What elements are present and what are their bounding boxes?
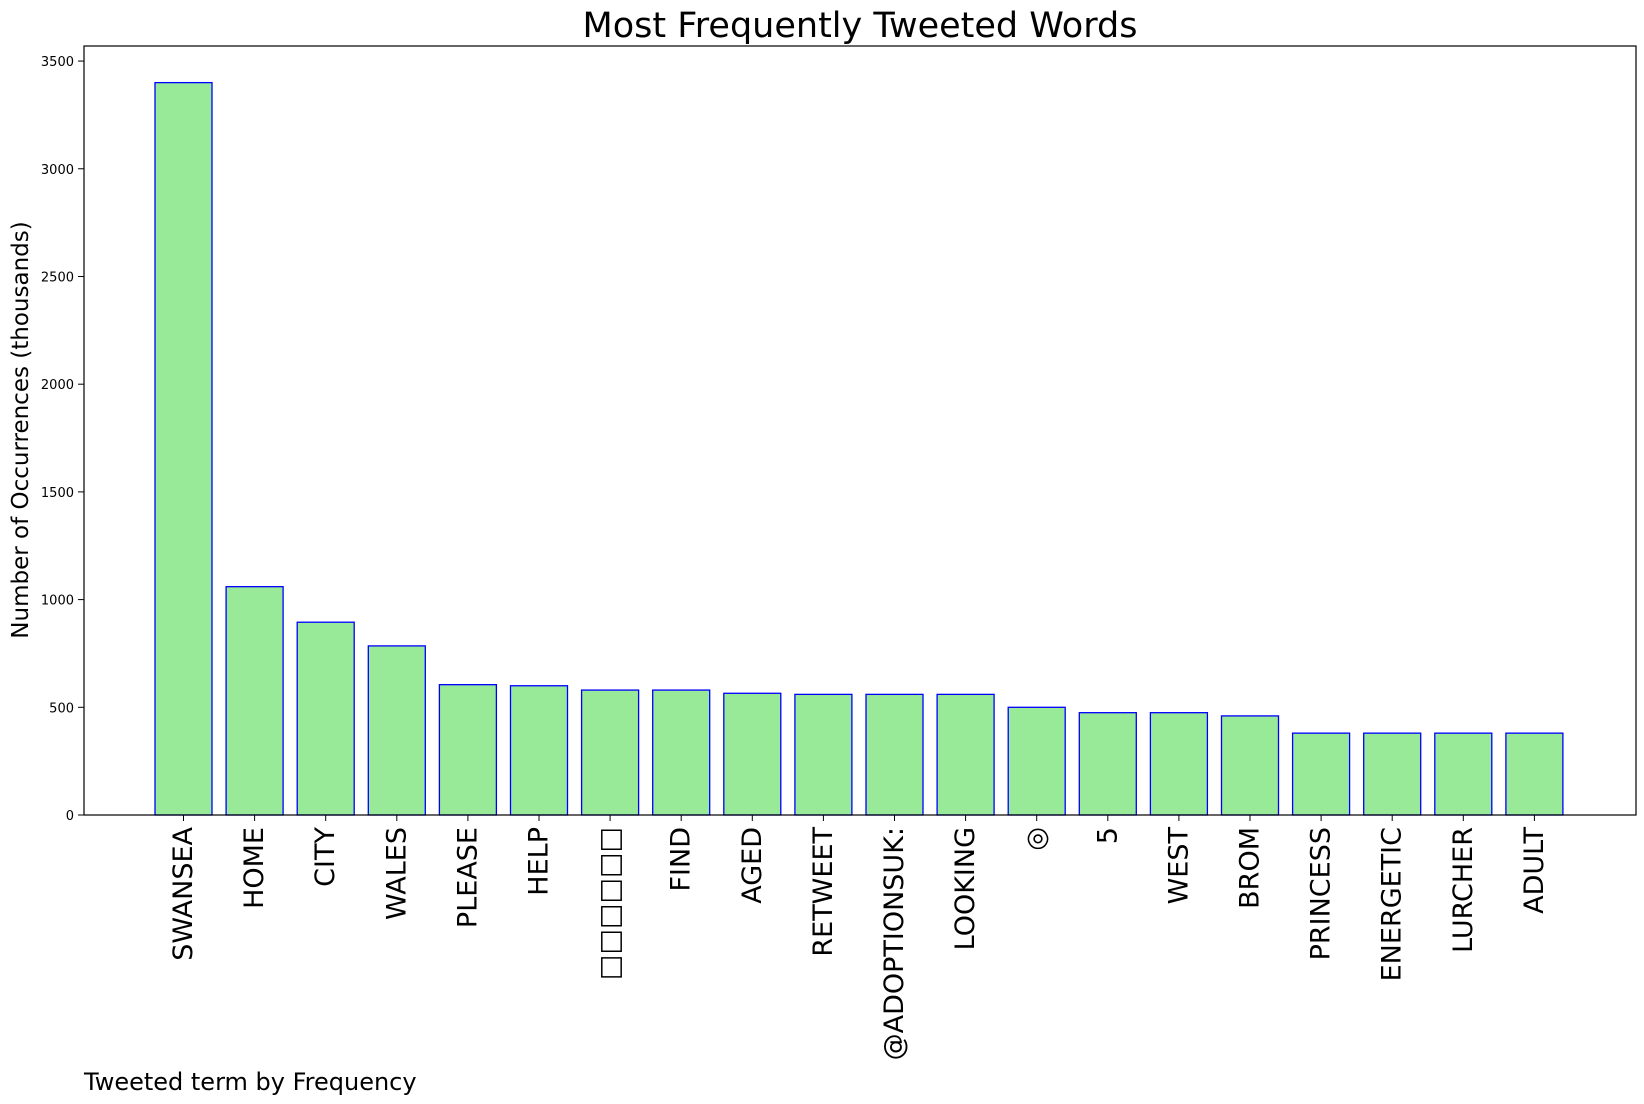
bar-12 bbox=[1007, 706, 1066, 816]
bar-13 bbox=[1078, 712, 1137, 816]
bar-4 bbox=[438, 684, 498, 816]
bar-2 bbox=[296, 621, 355, 816]
bar-7 bbox=[652, 689, 711, 816]
x-tick-label: RETWEET bbox=[808, 826, 839, 956]
x-tick-label: BROM bbox=[1235, 827, 1266, 909]
y-tick-label: 2000 bbox=[41, 378, 74, 393]
bars-layer bbox=[154, 81, 1564, 816]
x-tick-label: ENERGETIC bbox=[1377, 827, 1408, 981]
x-tick-label: □□□□□□ bbox=[595, 827, 626, 980]
x-tick-label: ◎ bbox=[1021, 827, 1052, 851]
x-tick-label: HOME bbox=[239, 827, 270, 909]
y-tick-label: 2500 bbox=[41, 270, 74, 285]
bar-14 bbox=[1149, 712, 1209, 816]
bar-18 bbox=[1434, 732, 1493, 816]
bar-17 bbox=[1363, 732, 1422, 816]
x-tick-label: CITY bbox=[310, 827, 341, 887]
y-tick-label: 1000 bbox=[41, 594, 74, 609]
x-axis-label: Tweeted term by Frequency bbox=[83, 1068, 417, 1096]
y-tick-label: 3000 bbox=[41, 163, 74, 178]
bar-1 bbox=[225, 586, 284, 816]
x-tick-label: LURCHER bbox=[1448, 827, 1479, 953]
x-tick-label: FIND bbox=[666, 827, 697, 891]
bar-15 bbox=[1220, 715, 1280, 816]
bar-10 bbox=[865, 693, 924, 816]
bar-0 bbox=[154, 81, 213, 816]
x-tick-label: LOOKING bbox=[950, 827, 981, 950]
y-tick-label: 500 bbox=[49, 701, 74, 716]
bar-6 bbox=[580, 689, 640, 816]
x-tick-label: WALES bbox=[381, 827, 412, 920]
y-tick-label: 3500 bbox=[41, 55, 74, 70]
plot-area-frame bbox=[83, 45, 1637, 816]
x-tick-label: @ADOPTIONSUK: bbox=[879, 827, 910, 1060]
bar-3 bbox=[367, 645, 426, 816]
x-tick-label: HELP bbox=[524, 827, 555, 896]
x-tick-label: WEST bbox=[1163, 826, 1194, 904]
x-tick-label: SWANSEA bbox=[168, 826, 199, 960]
bar-19 bbox=[1505, 732, 1564, 816]
bar-8 bbox=[723, 692, 782, 816]
y-tick-label: 0 bbox=[66, 809, 74, 824]
bar-5 bbox=[509, 685, 569, 816]
x-tick-label: 5 bbox=[1092, 827, 1123, 844]
y-axis-label: Number of Occurrences (thousands) bbox=[8, 221, 34, 638]
y-axis: 0 500 1000 1500 2000 2500 3000 3500 bbox=[41, 55, 84, 824]
x-tick-label: AGED bbox=[737, 827, 768, 904]
chart-title: Most Frequently Tweeted Words bbox=[583, 6, 1138, 46]
x-tick-label: ADULT bbox=[1519, 826, 1550, 913]
x-tick-label: PLEASE bbox=[452, 827, 483, 928]
x-tick-label: PRINCESS bbox=[1306, 827, 1337, 960]
bar-9 bbox=[794, 693, 853, 816]
x-axis: SWANSEA HOME CITY WALES PLEASE HELP □□□□□□ FIND… bbox=[168, 815, 1550, 1060]
y-tick-label: 1500 bbox=[41, 486, 74, 501]
bar-11 bbox=[936, 693, 995, 816]
bar-16 bbox=[1291, 732, 1351, 816]
